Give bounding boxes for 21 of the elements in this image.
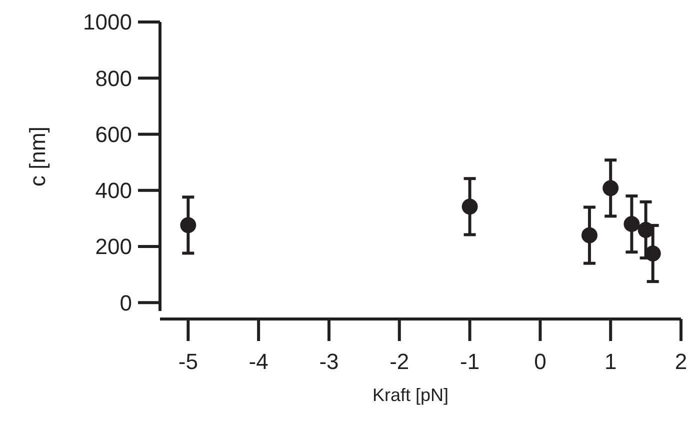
x-tick-label: -3: [319, 349, 339, 374]
point: [581, 227, 598, 244]
x-tick-label: -2: [390, 349, 410, 374]
x-tick-label: -4: [248, 349, 268, 374]
x-tick-label: 1: [604, 349, 617, 374]
point: [624, 216, 640, 232]
y-tick-label: 400: [95, 178, 132, 204]
y-tick-label: 1000: [83, 10, 132, 35]
y-tick-label: 0: [120, 290, 132, 316]
point: [602, 180, 619, 196]
point: [462, 198, 478, 215]
y-axis-title: c [nm]: [25, 126, 50, 186]
x-tick-label: -5: [178, 349, 198, 374]
y-tick-label: 600: [95, 122, 132, 147]
x-tick-label: 2: [674, 349, 688, 374]
y-tick-label: 800: [95, 66, 132, 91]
x-axis-title: Kraft [pN]: [372, 385, 449, 405]
y-tick-label: 200: [95, 234, 132, 260]
point: [180, 217, 196, 234]
x-tick-label: -1: [460, 349, 480, 374]
x-tick-label: 0: [534, 349, 546, 374]
